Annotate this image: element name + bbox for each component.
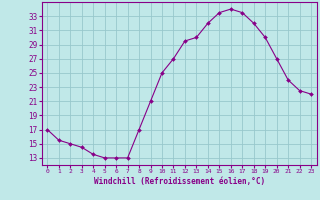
X-axis label: Windchill (Refroidissement éolien,°C): Windchill (Refroidissement éolien,°C)	[94, 177, 265, 186]
